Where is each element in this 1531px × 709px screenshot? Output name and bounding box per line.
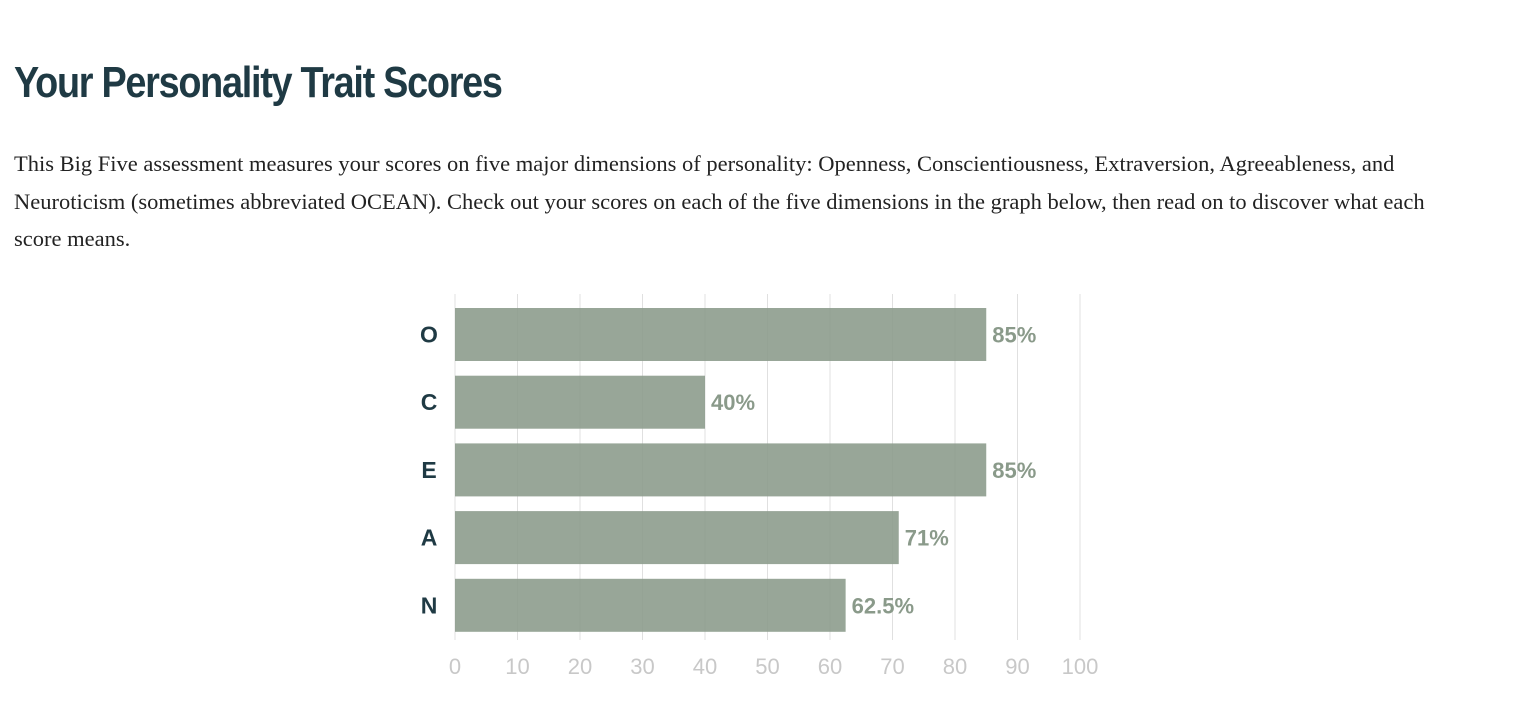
category-label-n: N — [421, 592, 438, 618]
x-tick-label: 0 — [449, 654, 461, 679]
value-label-n: 62.5% — [852, 593, 914, 618]
category-label-e: E — [421, 457, 436, 483]
value-label-e: 85% — [992, 458, 1036, 483]
x-tick-label: 20 — [568, 654, 592, 679]
bar-e — [455, 443, 987, 497]
x-tick-label: 10 — [505, 654, 529, 679]
x-tick-label: 100 — [1062, 654, 1099, 679]
value-label-c: 40% — [711, 390, 755, 415]
x-tick-label: 30 — [630, 654, 654, 679]
x-tick-label: 90 — [1005, 654, 1029, 679]
bar-c — [455, 375, 705, 429]
bar-a — [455, 511, 899, 565]
chart-x-axis: 0 10 20 30 40 50 60 70 80 90 100 — [449, 654, 1098, 679]
category-label-a: A — [421, 525, 438, 551]
x-tick-label: 70 — [880, 654, 904, 679]
category-label-c: C — [421, 389, 438, 415]
page-title: Your Personality Trait Scores — [14, 58, 503, 107]
intro-paragraph: This Big Five assessment measures your s… — [14, 151, 1425, 251]
bar-n — [455, 578, 846, 632]
category-label-o: O — [420, 322, 438, 348]
value-label-o: 85% — [992, 323, 1036, 348]
bar-o — [455, 308, 987, 361]
chart-labels: O 85% C 40% E 85% A 71% N 62.5% — [420, 322, 1036, 619]
chart-bars — [455, 308, 987, 632]
x-tick-label: 60 — [818, 654, 842, 679]
x-tick-label: 80 — [943, 654, 967, 679]
x-tick-label: 40 — [693, 654, 717, 679]
x-tick-label: 50 — [755, 654, 779, 679]
value-label-a: 71% — [905, 526, 949, 551]
